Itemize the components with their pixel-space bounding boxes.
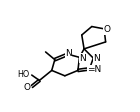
Text: N: N xyxy=(79,54,86,63)
Text: HO: HO xyxy=(17,70,29,79)
Text: N: N xyxy=(93,54,100,63)
Text: O: O xyxy=(23,83,30,92)
Text: N: N xyxy=(65,49,72,58)
Text: =N: =N xyxy=(87,65,101,74)
Text: O: O xyxy=(104,25,111,34)
